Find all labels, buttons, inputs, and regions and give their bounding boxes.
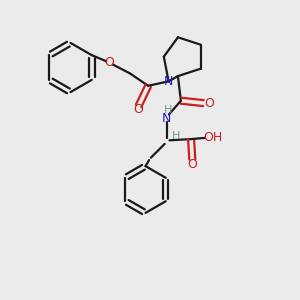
Text: N: N — [164, 75, 173, 88]
Text: H: H — [172, 131, 180, 141]
Text: O: O — [134, 103, 143, 116]
Text: N: N — [162, 112, 171, 124]
Text: O: O — [204, 97, 214, 110]
Text: O: O — [104, 56, 114, 69]
Text: O: O — [188, 158, 197, 171]
Text: H: H — [164, 105, 172, 115]
Text: OH: OH — [203, 131, 222, 144]
